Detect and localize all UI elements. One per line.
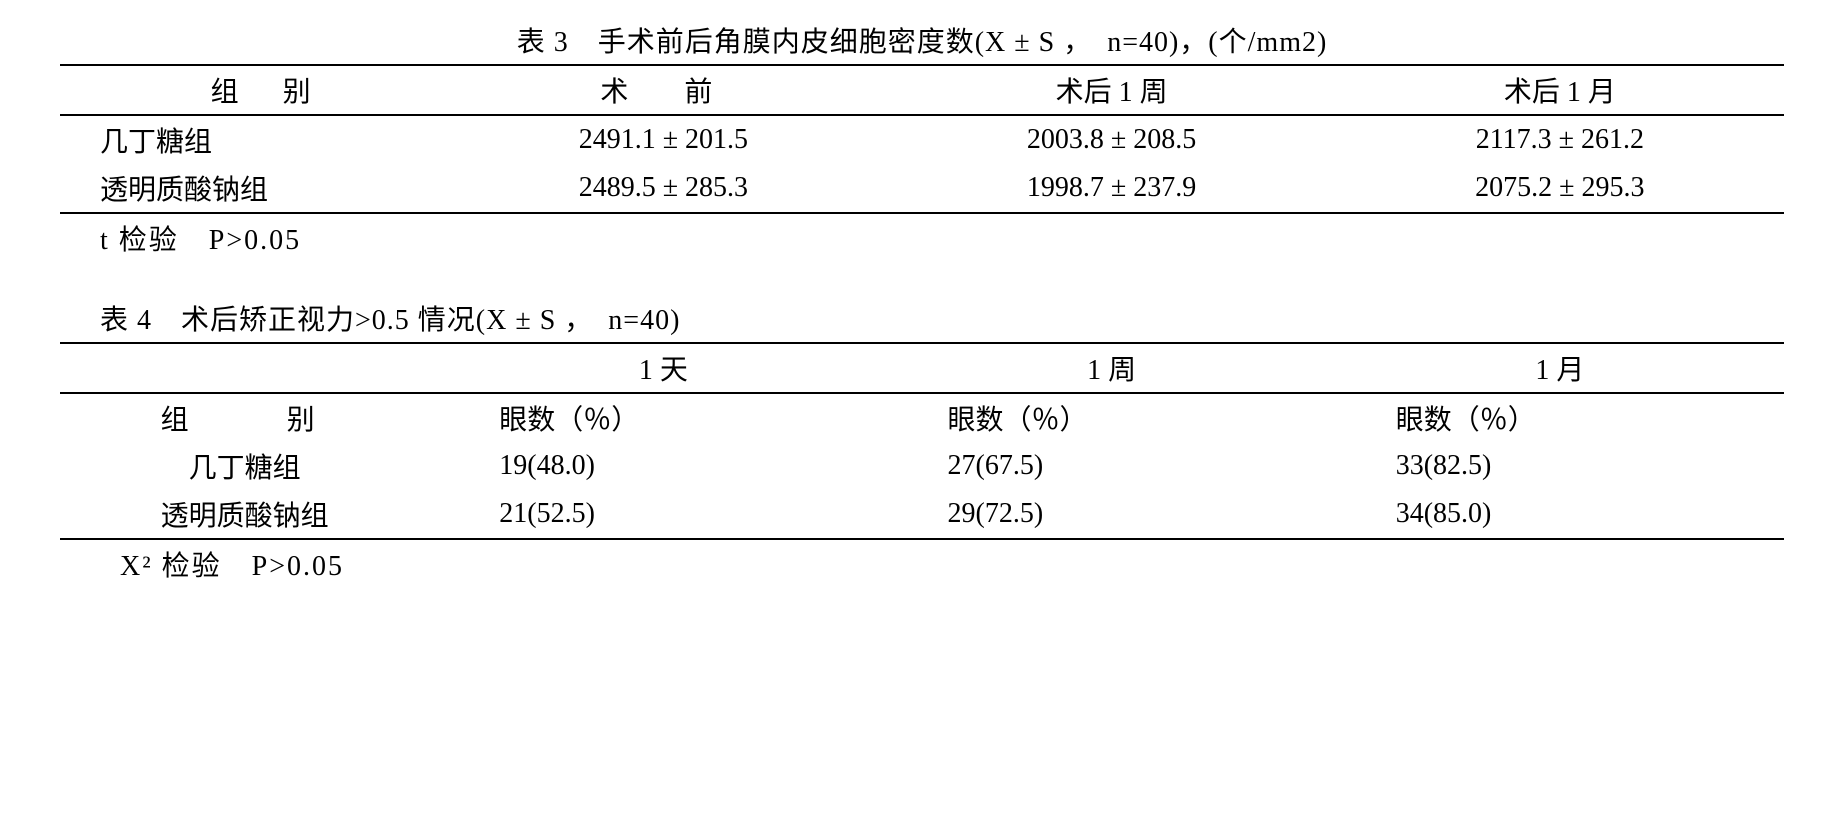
table3-r1-week1: 1998.7 ± 237.9 (888, 164, 1336, 213)
table3-header-month1: 术后 1 月 (1336, 65, 1784, 115)
table4-subheader-week1: 眼数（％） (888, 393, 1336, 442)
table3-r1-preop: 2489.5 ± 285.3 (439, 164, 887, 213)
table-row: 透明质酸钠组 2489.5 ± 285.3 1998.7 ± 237.9 207… (60, 164, 1784, 213)
table3-r0-week1: 2003.8 ± 208.5 (888, 115, 1336, 164)
table3-r0-group: 几丁糖组 (60, 115, 439, 164)
table4-subheader-day1: 眼数（％） (439, 393, 887, 442)
table-row: 几丁糖组 19(48.0) 27(67.5) 33(82.5) (60, 442, 1784, 490)
table4-header-top-day1: 1 天 (439, 343, 887, 393)
table4-r1-day1: 21(52.5) (439, 490, 887, 539)
table4-header-top-blank (60, 343, 439, 393)
table4-footnote: X² 检验 P>0.05 (60, 544, 1784, 584)
table3-r1-group: 透明质酸钠组 (60, 164, 439, 213)
table4-r1-week1: 29(72.5) (888, 490, 1336, 539)
table-row: 透明质酸钠组 21(52.5) 29(72.5) 34(85.0) (60, 490, 1784, 539)
table3: 组 别 术 前 术后 1 周 术后 1 月 几丁糖组 2491.1 ± 201.… (60, 64, 1784, 214)
table3-header-week1: 术后 1 周 (888, 65, 1336, 115)
table4-r1-month1: 34(85.0) (1336, 490, 1784, 539)
table3-header-group: 组 别 (60, 65, 439, 115)
table4-r0-day1: 19(48.0) (439, 442, 887, 490)
table4-subheader-month1: 眼数（％） (1336, 393, 1784, 442)
table4-header-top-week1: 1 周 (888, 343, 1336, 393)
table3-r1-month1: 2075.2 ± 295.3 (1336, 164, 1784, 213)
table4-subheader-row: 组 别 眼数（％） 眼数（％） 眼数（％） (60, 393, 1784, 442)
table4-r0-group: 几丁糖组 (60, 442, 439, 490)
table3-header-row: 组 别 术 前 术后 1 周 术后 1 月 (60, 65, 1784, 115)
table-row: 几丁糖组 2491.1 ± 201.5 2003.8 ± 208.5 2117.… (60, 115, 1784, 164)
table4-header-top-row: 1 天 1 周 1 月 (60, 343, 1784, 393)
table3-r0-month1: 2117.3 ± 261.2 (1336, 115, 1784, 164)
table4-r0-week1: 27(67.5) (888, 442, 1336, 490)
table3-header-preop: 术 前 (439, 65, 887, 115)
table4-caption: 表 4 术后矫正视力>0.5 情况(X ± S ， n=40) (60, 298, 1784, 338)
table4-subheader-group: 组 别 (60, 393, 439, 442)
table4-header-top-month1: 1 月 (1336, 343, 1784, 393)
table4: 1 天 1 周 1 月 组 别 眼数（％） 眼数（％） 眼数（％） 几丁糖组 1… (60, 342, 1784, 540)
table3-container: 表 3 手术前后角膜内皮细胞密度数(X ± S ， n=40)，(个/mm2) … (60, 20, 1784, 258)
table4-container: 表 4 术后矫正视力>0.5 情况(X ± S ， n=40) 1 天 1 周 … (60, 298, 1784, 584)
table4-r0-month1: 33(82.5) (1336, 442, 1784, 490)
table3-footnote: t 检验 P>0.05 (60, 218, 1784, 258)
table3-r0-preop: 2491.1 ± 201.5 (439, 115, 887, 164)
table3-caption: 表 3 手术前后角膜内皮细胞密度数(X ± S ， n=40)，(个/mm2) (60, 20, 1784, 60)
table4-r1-group: 透明质酸钠组 (60, 490, 439, 539)
